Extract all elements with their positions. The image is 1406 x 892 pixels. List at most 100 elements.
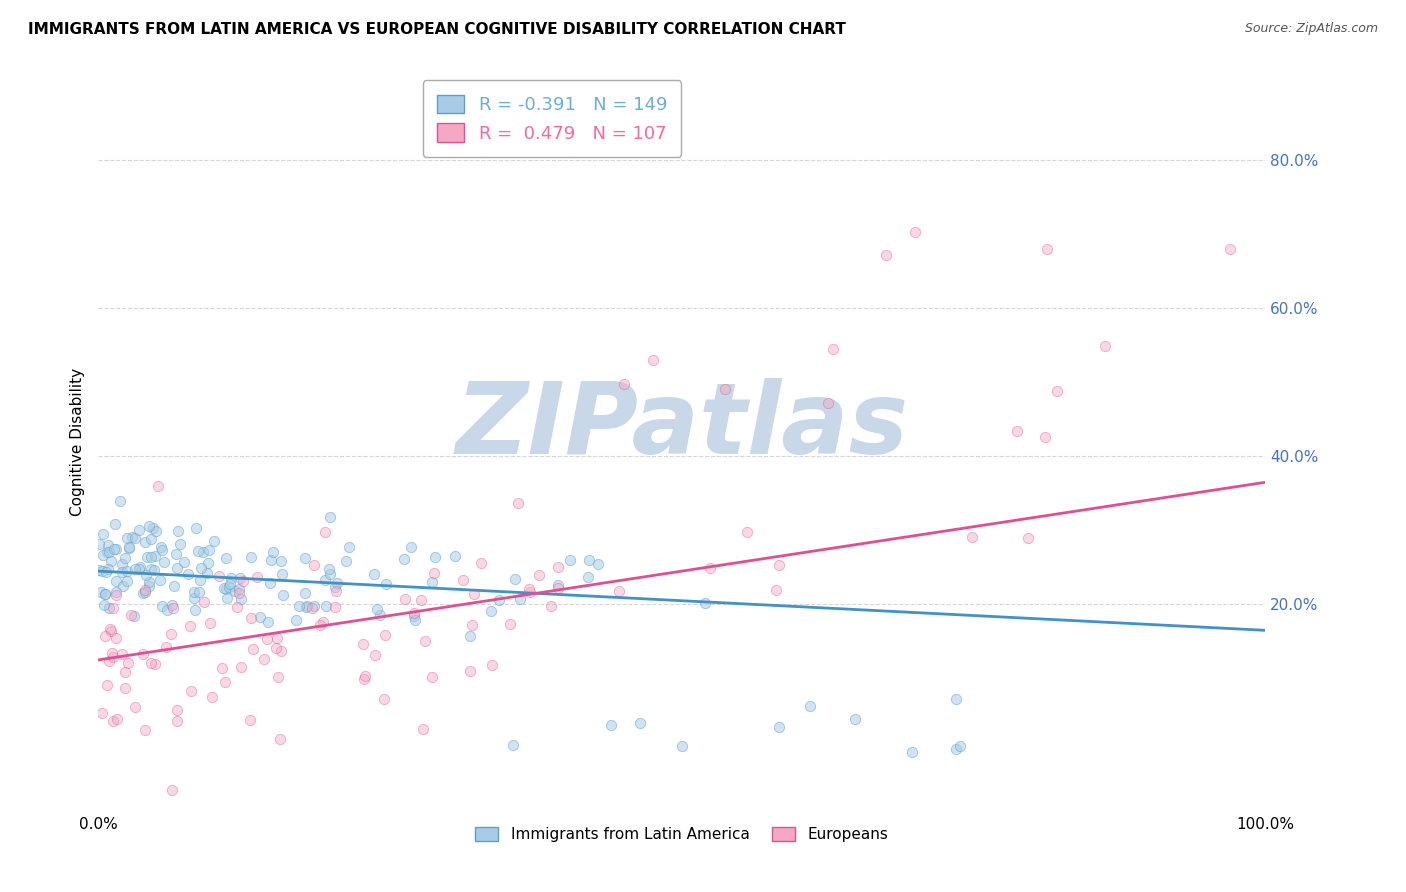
Point [139, 550, 162, 565]
Point [540, 599, 562, 613]
Point [118, 541, 141, 555]
Point [122, 609, 145, 624]
Point [112, 579, 135, 593]
Point [315, 599, 337, 613]
Point [399, 540, 422, 554]
Point [499, 617, 522, 632]
Point [150, 542, 173, 557]
Point [135, 567, 157, 582]
Point [641, 353, 664, 368]
Point [111, 557, 134, 571]
Point [117, 574, 139, 589]
Point [506, 496, 529, 510]
Legend: Immigrants from Latin America, Europeans: Immigrants from Latin America, Europeans [470, 822, 894, 848]
Point [211, 661, 233, 675]
Point [323, 580, 346, 594]
Point [297, 599, 319, 614]
Point [89, 537, 111, 551]
Point [352, 637, 374, 651]
Point [671, 739, 693, 753]
Point [600, 717, 623, 731]
Point [103, 601, 125, 615]
Point [294, 599, 316, 614]
Point [226, 599, 249, 614]
Point [1046, 384, 1069, 398]
Point [139, 562, 162, 576]
Point [844, 713, 866, 727]
Point [260, 553, 283, 567]
Point [105, 585, 128, 599]
Point [314, 524, 336, 539]
Point [142, 563, 165, 577]
Point [257, 615, 280, 629]
Point [270, 643, 292, 657]
Point [735, 524, 758, 539]
Point [768, 558, 790, 572]
Point [547, 581, 569, 595]
Point [103, 542, 125, 557]
Point [765, 582, 787, 597]
Point [262, 545, 284, 559]
Point [323, 599, 346, 614]
Point [586, 557, 609, 571]
Point [1033, 430, 1056, 444]
Point [195, 566, 218, 581]
Point [488, 593, 510, 607]
Point [121, 530, 143, 544]
Point [166, 524, 188, 538]
Point [108, 494, 131, 508]
Point [948, 739, 970, 753]
Point [177, 567, 200, 582]
Point [411, 593, 433, 607]
Point [224, 584, 246, 599]
Point [169, 537, 191, 551]
Point [337, 541, 360, 555]
Point [142, 521, 165, 535]
Point [374, 628, 396, 642]
Point [90, 706, 112, 720]
Point [187, 585, 209, 599]
Point [945, 691, 967, 706]
Point [503, 572, 526, 586]
Point [114, 665, 136, 679]
Point [823, 342, 845, 356]
Point [264, 641, 287, 656]
Point [94, 587, 117, 601]
Point [124, 531, 146, 545]
Point [714, 382, 737, 396]
Point [212, 581, 235, 595]
Point [374, 576, 396, 591]
Point [91, 564, 114, 578]
Point [423, 549, 446, 564]
Point [143, 549, 166, 563]
Point [138, 519, 160, 533]
Point [799, 699, 821, 714]
Point [173, 555, 195, 569]
Point [104, 517, 127, 532]
Point [214, 675, 236, 690]
Point [134, 583, 156, 598]
Point [412, 722, 434, 736]
Point [198, 542, 221, 557]
Point [318, 566, 340, 581]
Point [481, 657, 503, 672]
Point [143, 657, 166, 672]
Point [124, 562, 146, 576]
Point [104, 574, 127, 588]
Point [202, 534, 225, 549]
Point [607, 583, 630, 598]
Point [451, 574, 474, 588]
Point [134, 535, 156, 549]
Point [197, 556, 219, 570]
Point [193, 595, 215, 609]
Point [875, 247, 897, 261]
Point [91, 549, 114, 563]
Point [239, 549, 262, 564]
Point [353, 672, 375, 686]
Point [134, 585, 156, 599]
Point [402, 609, 425, 624]
Point [149, 574, 172, 588]
Point [1219, 242, 1241, 256]
Point [98, 544, 121, 558]
Point [132, 647, 155, 661]
